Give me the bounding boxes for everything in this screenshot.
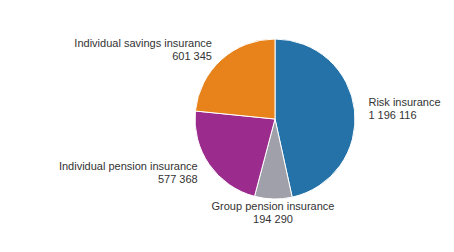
svg-text:Individual savings insurance60: Individual savings insurance601 345 <box>74 37 212 62</box>
svg-text:Individual pension insurance57: Individual pension insurance577 368 <box>59 160 198 185</box>
svg-text:Risk insurance1 196 116: Risk insurance1 196 116 <box>368 96 440 121</box>
svg-text:Group pension insurance194 290: Group pension insurance194 290 <box>212 200 335 225</box>
